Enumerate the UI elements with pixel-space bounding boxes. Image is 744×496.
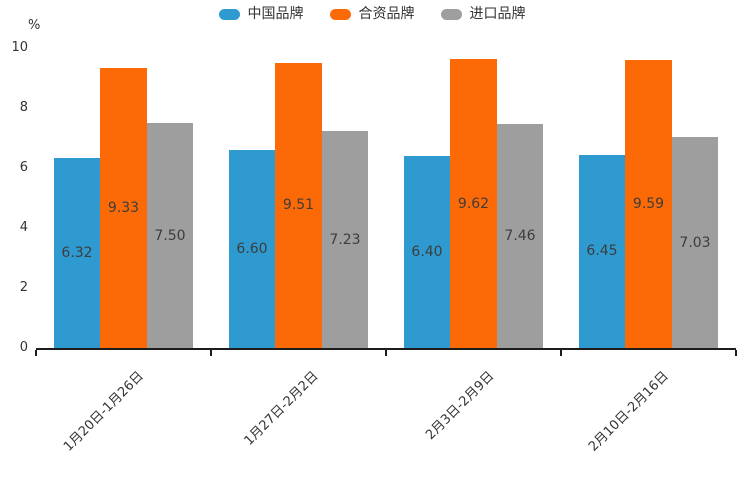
bar-中国品牌: 6.45	[578, 154, 626, 348]
bar-value-label: 7.23	[329, 231, 361, 248]
x-axis-category-label: 2月10日-2月16日	[586, 368, 672, 455]
legend-label: 合资品牌	[358, 6, 415, 22]
y-tick-label: 0	[19, 340, 28, 355]
bar-value-label: 7.46	[504, 228, 536, 245]
y-tick-label: 6	[19, 160, 28, 175]
x-axis-category-label: 1月27日-2月2日	[241, 368, 322, 449]
y-tick-label: 8	[19, 100, 28, 115]
x-axis-labels: 1月20日-1月26日 1月27日-2月2日 2月3日-2月9日 2月10日-2月16…	[36, 358, 736, 488]
y-tick-label: 10	[11, 40, 28, 55]
legend-label: 进口品牌	[469, 6, 526, 22]
legend-item-series-2[interactable]: 合资品牌	[329, 6, 415, 22]
y-axis-unit-label: %	[28, 18, 41, 33]
x-axis-category-label: 2月3日-2月9日	[422, 368, 497, 443]
bar-进口品牌: 7.03	[671, 137, 719, 348]
bar-合资品牌: 9.51	[275, 62, 322, 348]
x-axis-tick	[35, 350, 37, 356]
y-tick-label: 4	[19, 220, 28, 235]
plot-area: 6.32 9.33 7.50 6.60 9.51 7.23 6.40 9.62 7.46 6.45…	[35, 48, 737, 356]
chart-legend: 中国品牌 合资品牌 进口品牌	[0, 7, 744, 21]
legend-item-series-3[interactable]: 进口品牌	[440, 6, 526, 22]
x-axis-tick	[735, 350, 737, 356]
bar-value-label: 7.03	[679, 234, 711, 251]
bar-中国品牌: 6.40	[403, 156, 451, 348]
bar-value-label: 9.59	[632, 196, 665, 213]
bar-value-label: 6.40	[411, 244, 443, 260]
bar-value-label: 7.50	[154, 227, 186, 244]
legend-label: 中国品牌	[247, 6, 304, 22]
bar-进口品牌: 7.50	[146, 123, 194, 348]
x-axis-tick	[210, 350, 212, 356]
x-axis-tick	[385, 350, 387, 356]
bar-value-label: 9.62	[457, 195, 490, 212]
bar-进口品牌: 7.23	[321, 131, 369, 348]
bar-group-2: 6.60 9.51 7.23	[211, 48, 386, 348]
bar-合资品牌: 9.62	[450, 59, 497, 348]
bar-value-label: 6.32	[61, 245, 93, 262]
legend-marker	[218, 8, 240, 20]
bar-group-1: 6.32 9.33 7.50	[36, 48, 211, 348]
legend-marker	[329, 8, 351, 20]
y-tick-label: 2	[19, 280, 28, 295]
x-axis-tick	[560, 350, 562, 356]
bar-group-4: 6.45 9.59 7.03	[561, 48, 736, 348]
bar-group-3: 6.40 9.62 7.46	[386, 48, 561, 348]
bar-进口品牌: 7.46	[496, 124, 544, 348]
bar-中国品牌: 6.32	[53, 158, 101, 348]
bar-value-label: 9.33	[107, 200, 140, 217]
bar-value-label: 6.45	[586, 243, 618, 260]
bar-value-label: 6.60	[236, 241, 268, 257]
x-axis-category-label: 1月20日-1月26日	[61, 368, 147, 455]
legend-item-series-1[interactable]: 中国品牌	[218, 6, 304, 22]
bar-合资品牌: 9.59	[625, 60, 672, 348]
legend-marker	[440, 8, 462, 20]
bar-合资品牌: 9.33	[100, 68, 147, 348]
bar-value-label: 9.51	[282, 197, 315, 214]
bar-中国品牌: 6.60	[228, 150, 276, 348]
